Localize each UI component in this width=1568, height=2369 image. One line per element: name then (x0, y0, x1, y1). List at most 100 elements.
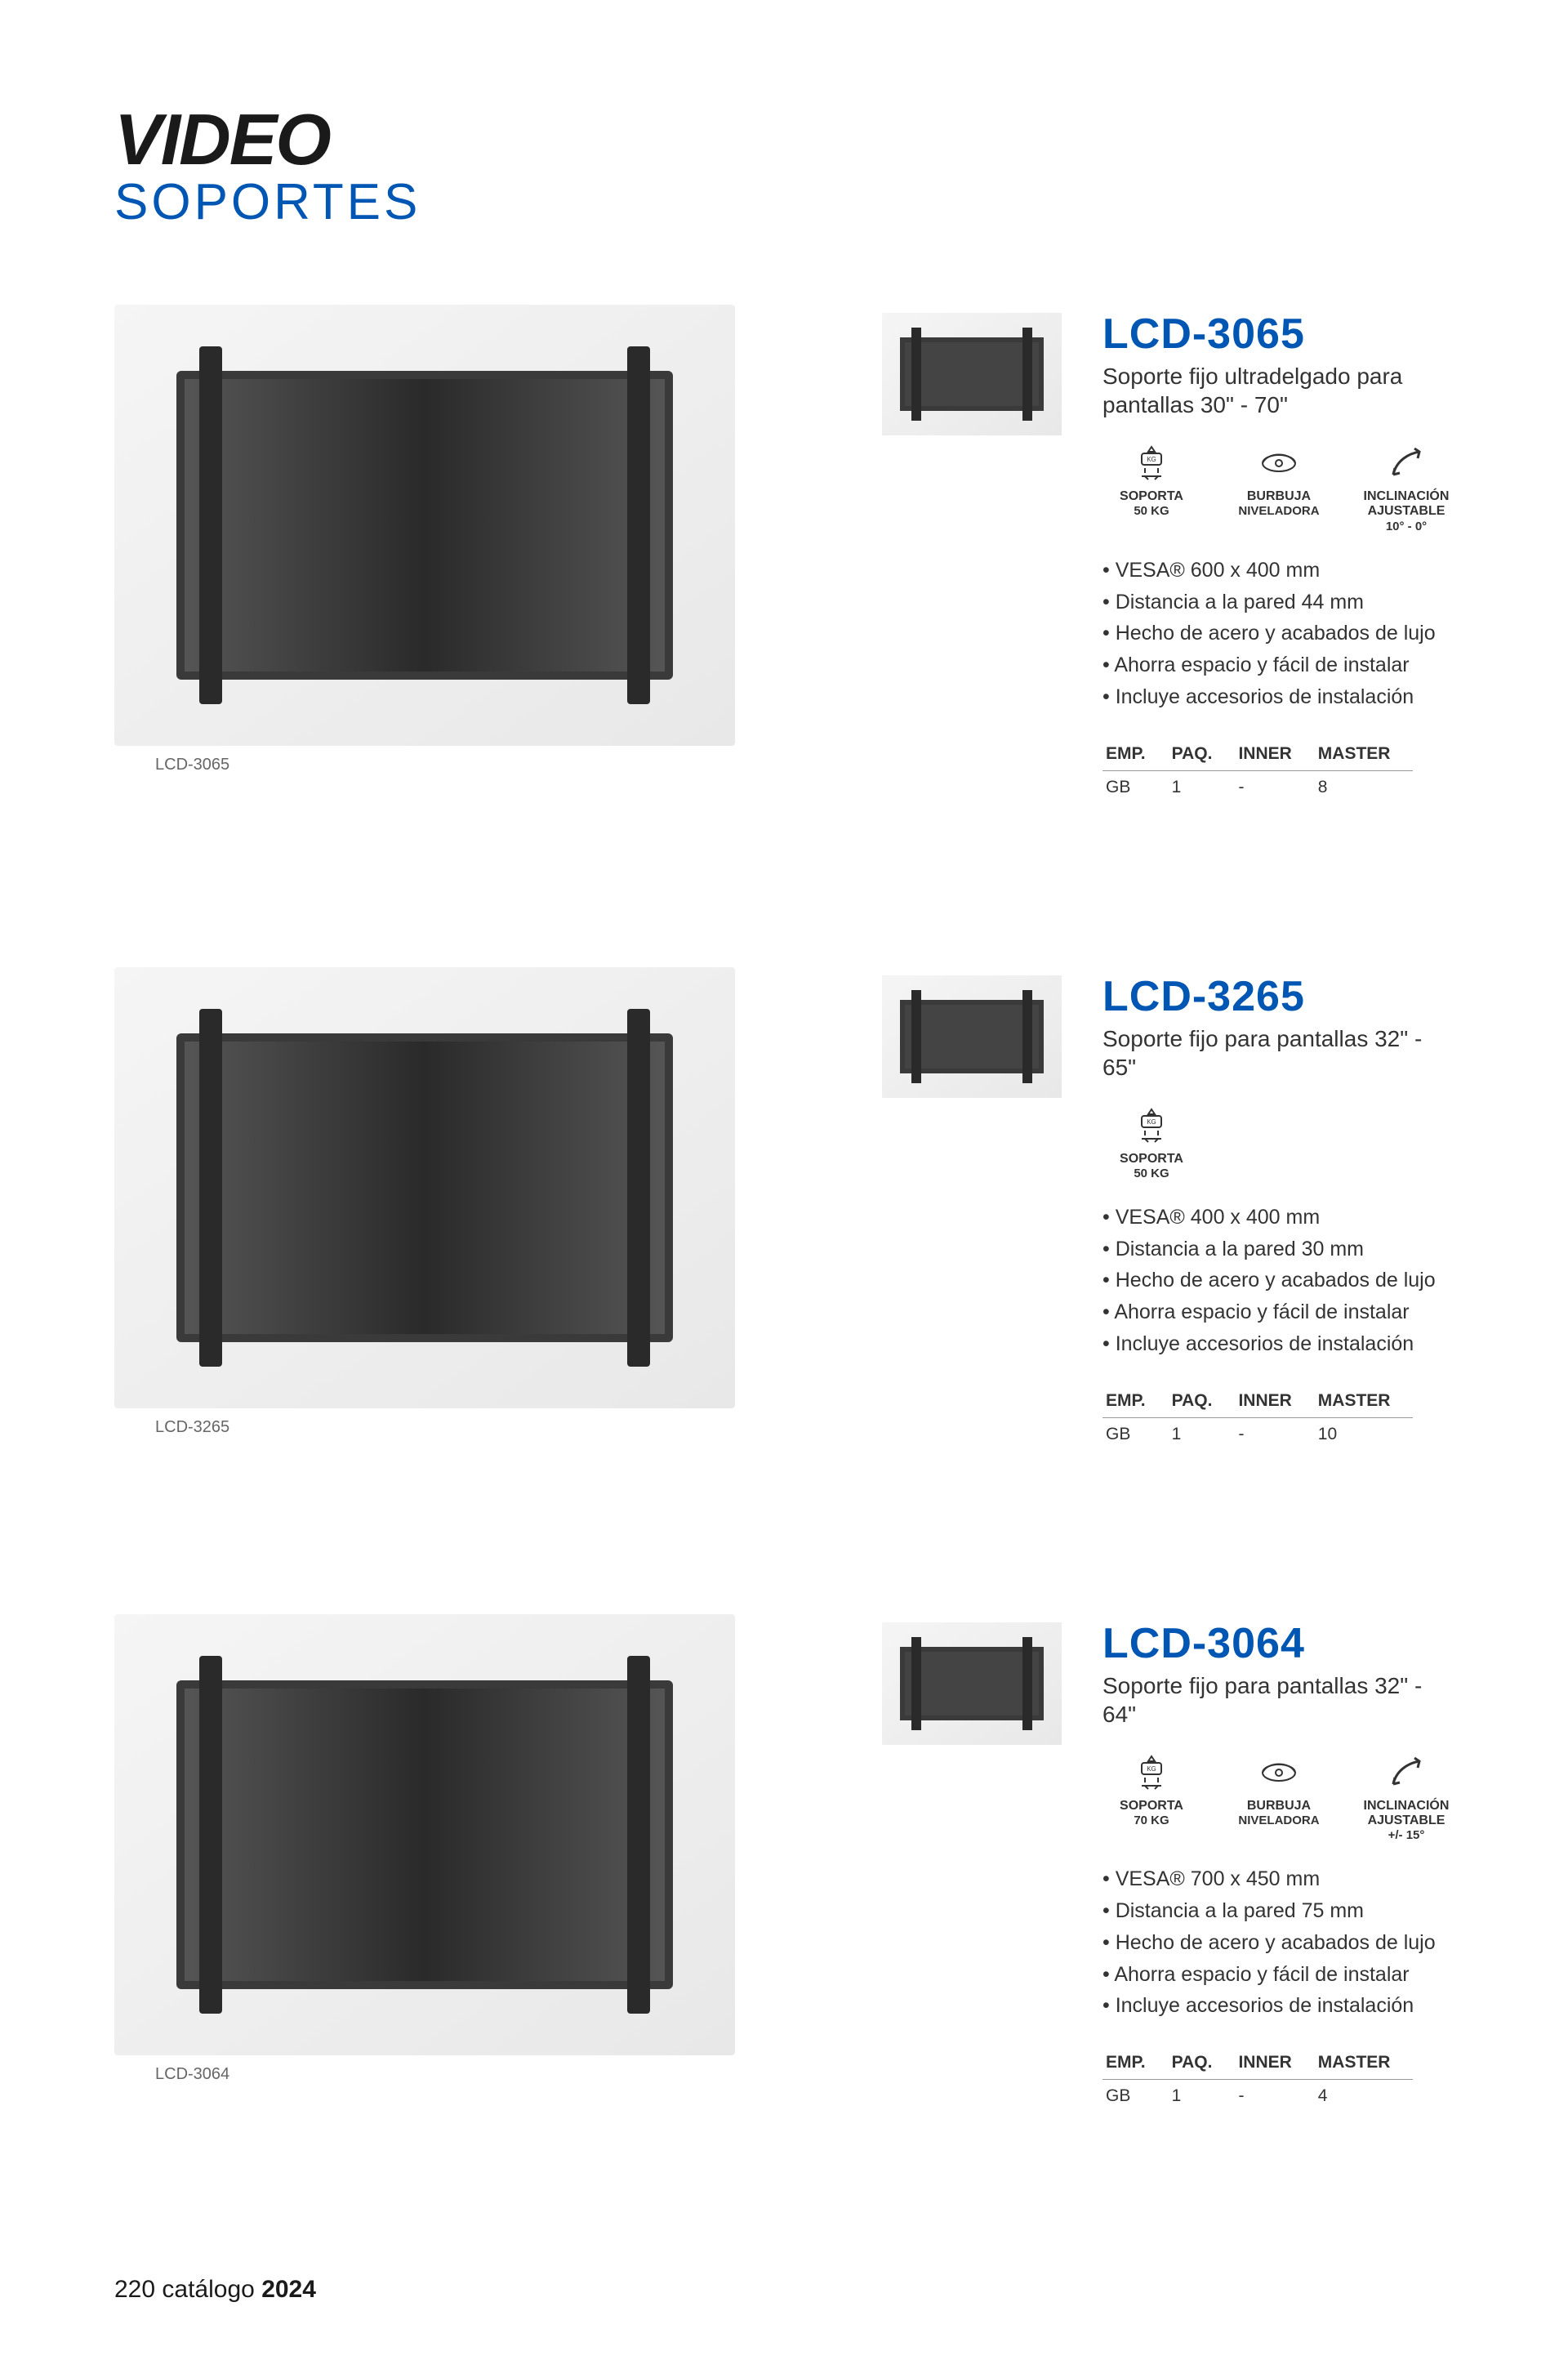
packaging-cell: 1 (1169, 1417, 1236, 1451)
packaging-cell: 1 (1169, 770, 1236, 804)
product-bullet: Ahorra espacio y fácil de instalar (1102, 1296, 1454, 1328)
weight-icon: KG (1129, 440, 1174, 486)
page-footer: 220 catálogo 2024 (114, 2276, 1454, 2304)
packaging-cell: GB (1102, 770, 1169, 804)
feature-icon-sublabel: 50 KG (1134, 504, 1169, 518)
product-bullet: Ahorra espacio y fácil de instalar (1102, 1959, 1455, 1991)
packaging-header: MASTER (1315, 738, 1414, 771)
packaging-table: EMP.PAQ.INNERMASTER GB1-4 (1102, 2046, 1413, 2112)
product-bullet: VESA® 400 x 400 mm (1102, 1202, 1454, 1234)
packaging-cell: - (1235, 1417, 1314, 1451)
feature-icon: KG SOPORTA50 KG (1102, 440, 1200, 533)
weight-icon: KG (1129, 1750, 1174, 1796)
packaging-header: PAQ. (1169, 2046, 1236, 2080)
product-bullet: Incluye accesorios de instalación (1102, 681, 1455, 713)
product-bullet: Distancia a la pared 44 mm (1102, 587, 1455, 618)
feature-icon-label: SOPORTA (1120, 489, 1183, 504)
product-subtitle: Soporte fijo para pantallas 32" - 64" (1102, 1671, 1455, 1729)
product-row: LCD-3064LCD-3064Soporte fijo para pantal… (114, 1614, 1454, 2113)
feature-icon-label: BURBUJA (1247, 1799, 1311, 1814)
product-bullet: Incluye accesorios de instalación (1102, 1328, 1454, 1360)
page-header: VIDEO SOPORTES (114, 98, 1454, 231)
feature-icon-sublabel: 70 KG (1134, 1814, 1169, 1827)
feature-icons-row: KGSOPORTA50 KG (1102, 1103, 1454, 1180)
footer-text: catálogo (162, 2276, 254, 2303)
footer-year: 2024 (261, 2276, 316, 2303)
packaging-cell: 1 (1169, 2080, 1236, 2113)
packaging-header: INNER (1235, 2046, 1314, 2080)
feature-icons-row: KG SOPORTA50 KG BURBUJANIVELADORA INCLINACI… (1102, 440, 1455, 533)
product-thumbnail (833, 1614, 1094, 1745)
tilt-icon (1383, 1750, 1429, 1796)
packaging-header: MASTER (1315, 1385, 1414, 1418)
packaging-cell: 10 (1315, 1417, 1414, 1451)
packaging-cell: 8 (1315, 770, 1414, 804)
product-bullet: Hecho de acero y acabados de lujo (1102, 1927, 1455, 1959)
packaging-cell: 4 (1315, 2080, 1414, 2113)
feature-icon: BURBUJANIVELADORA (1230, 440, 1328, 533)
packaging-cell: - (1235, 770, 1314, 804)
feature-icon-label: INCLINACIÓN AJUSTABLE (1357, 489, 1455, 520)
product-main-image: LCD-3065 (114, 305, 833, 774)
packaging-header: PAQ. (1169, 1385, 1236, 1418)
tilt-icon (1383, 440, 1429, 486)
product-image-caption: LCD-3265 (155, 1418, 833, 1437)
product-bullets: VESA® 700 x 450 mmDistancia a la pared 7… (1102, 1863, 1455, 2022)
packaging-header: INNER (1235, 1385, 1314, 1418)
weight-icon: KG (1129, 1103, 1174, 1149)
packaging-cell: GB (1102, 2080, 1169, 2113)
product-bullet: Distancia a la pared 30 mm (1102, 1234, 1454, 1265)
bubble-icon (1256, 440, 1302, 486)
packaging-table: EMP.PAQ.INNERMASTER GB1-10 (1102, 1385, 1413, 1451)
feature-icon-sublabel: +/- 15° (1388, 1828, 1425, 1842)
packaging-cell: - (1235, 2080, 1314, 2113)
product-sku: LCD-3064 (1102, 1619, 1455, 1668)
svg-text:KG: KG (1147, 456, 1156, 463)
product-bullets: VESA® 400 x 400 mmDistancia a la pared 3… (1102, 1202, 1454, 1360)
product-bullet: Incluye accesorios de instalación (1102, 1990, 1455, 2022)
product-sku: LCD-3265 (1102, 972, 1454, 1021)
svg-text:KG: KG (1147, 1765, 1156, 1773)
product-bullet: Hecho de acero y acabados de lujo (1102, 1265, 1454, 1296)
feature-icon-label: INCLINACIÓN AJUSTABLE (1357, 1799, 1455, 1829)
product-subtitle: Soporte fijo para pantallas 32" - 65" (1102, 1024, 1454, 1082)
packaging-header: PAQ. (1169, 738, 1236, 771)
packaging-cell: GB (1102, 1417, 1169, 1451)
product-details: LCD-3265Soporte fijo para pantallas 32" … (1094, 967, 1454, 1451)
feature-icon: KG SOPORTA70 KG (1102, 1750, 1200, 1843)
feature-icon-label: BURBUJA (1247, 489, 1311, 504)
product-bullet: VESA® 600 x 400 mm (1102, 555, 1455, 587)
feature-icon: INCLINACIÓN AJUSTABLE10° - 0° (1357, 440, 1455, 533)
footer-page-number: 220 (114, 2276, 155, 2303)
feature-icon-sublabel: 50 KG (1134, 1167, 1169, 1180)
packaging-header: EMP. (1102, 1385, 1169, 1418)
product-bullet: Hecho de acero y acabados de lujo (1102, 618, 1455, 649)
product-main-image: LCD-3265 (114, 967, 833, 1437)
feature-icon-label: SOPORTA (1120, 1799, 1183, 1814)
feature-icons-row: KG SOPORTA70 KG BURBUJANIVELADORA INCLINACI… (1102, 1750, 1455, 1843)
feature-icon-sublabel: 10° - 0° (1386, 520, 1427, 533)
feature-icon: INCLINACIÓN AJUSTABLE+/- 15° (1357, 1750, 1455, 1843)
product-thumbnail (833, 967, 1094, 1098)
product-details: LCD-3065Soporte fijo ultradelgado para p… (1094, 305, 1455, 804)
product-row: LCD-3265LCD-3265Soporte fijo para pantal… (114, 967, 1454, 1451)
product-bullet: VESA® 700 x 450 mm (1102, 1863, 1455, 1895)
packaging-table: EMP.PAQ.INNERMASTERGB1-8 (1102, 738, 1413, 804)
page-subtitle: SOPORTES (114, 173, 1454, 231)
product-row: LCD-3065LCD-3065Soporte fijo ultradelgad… (114, 305, 1454, 804)
packaging-header: INNER (1235, 738, 1314, 771)
product-details: LCD-3064Soporte fijo para pantallas 32" … (1094, 1614, 1455, 2113)
product-image-caption: LCD-3065 (155, 756, 833, 774)
bubble-icon (1256, 1750, 1302, 1796)
feature-icon-sublabel: NIVELADORA (1238, 1814, 1319, 1827)
svg-text:KG: KG (1147, 1118, 1156, 1126)
product-sku: LCD-3065 (1102, 310, 1455, 359)
packaging-header: MASTER (1315, 2046, 1414, 2080)
product-thumbnail (833, 305, 1094, 435)
page-title: VIDEO (114, 98, 1454, 181)
product-subtitle: Soporte fijo ultradelgado para pantallas… (1102, 362, 1455, 419)
feature-icon: BURBUJANIVELADORA (1230, 1750, 1328, 1843)
feature-icon-sublabel: NIVELADORA (1238, 504, 1319, 518)
product-bullets: VESA® 600 x 400 mmDistancia a la pared 4… (1102, 555, 1455, 713)
packaging-header: EMP. (1102, 2046, 1169, 2080)
